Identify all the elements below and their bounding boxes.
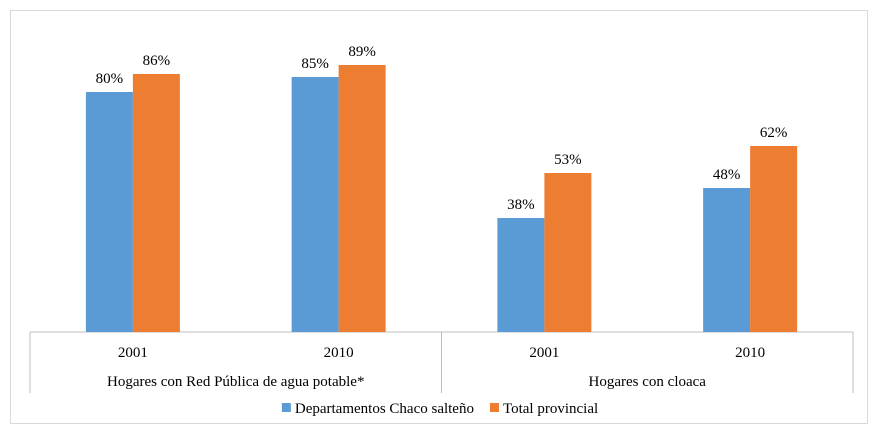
data-label: 38% [507,197,535,213]
legend-label: Departamentos Chaco salteño [295,401,474,417]
labels-layer: 80% 86% 85% 89% 38% 53% 48% 62% [96,44,788,213]
bar-provincial-3 [750,146,798,332]
legend-swatch [281,403,291,412]
legend: Departamentos Chaco salteño Total provinc… [281,401,598,417]
x-tick-label: 2001 [529,345,559,361]
group-label: Hogares con cloaca [589,374,707,390]
data-label: 62% [760,125,788,141]
data-label: 80% [96,71,124,87]
x-tick-label: 2010 [324,345,354,361]
bar-provincial-2 [544,173,592,332]
data-label: 85% [301,56,329,72]
legend-label: Total provincial [503,401,598,417]
bar-departamentos-1 [291,77,339,332]
bar-departamentos-0 [85,92,133,332]
bar-provincial-1 [338,65,386,332]
x-tick-label: 2010 [735,345,765,361]
bar-departamentos-3 [703,188,751,332]
x-tick-label: 2001 [118,345,148,361]
legend-swatch [489,403,499,412]
data-label: 89% [348,44,376,60]
data-label: 48% [713,167,741,183]
data-label: 86% [143,53,171,69]
bars-layer [85,65,798,332]
data-label: 53% [554,152,582,168]
axis-layer: 2001 2010 2001 2010 Hogares con Red Pública … [29,331,854,393]
group-label: Hogares con Red Pública de agua potable* [107,374,364,390]
bar-provincial-0 [132,74,180,332]
bar-departamentos-2 [497,218,545,332]
